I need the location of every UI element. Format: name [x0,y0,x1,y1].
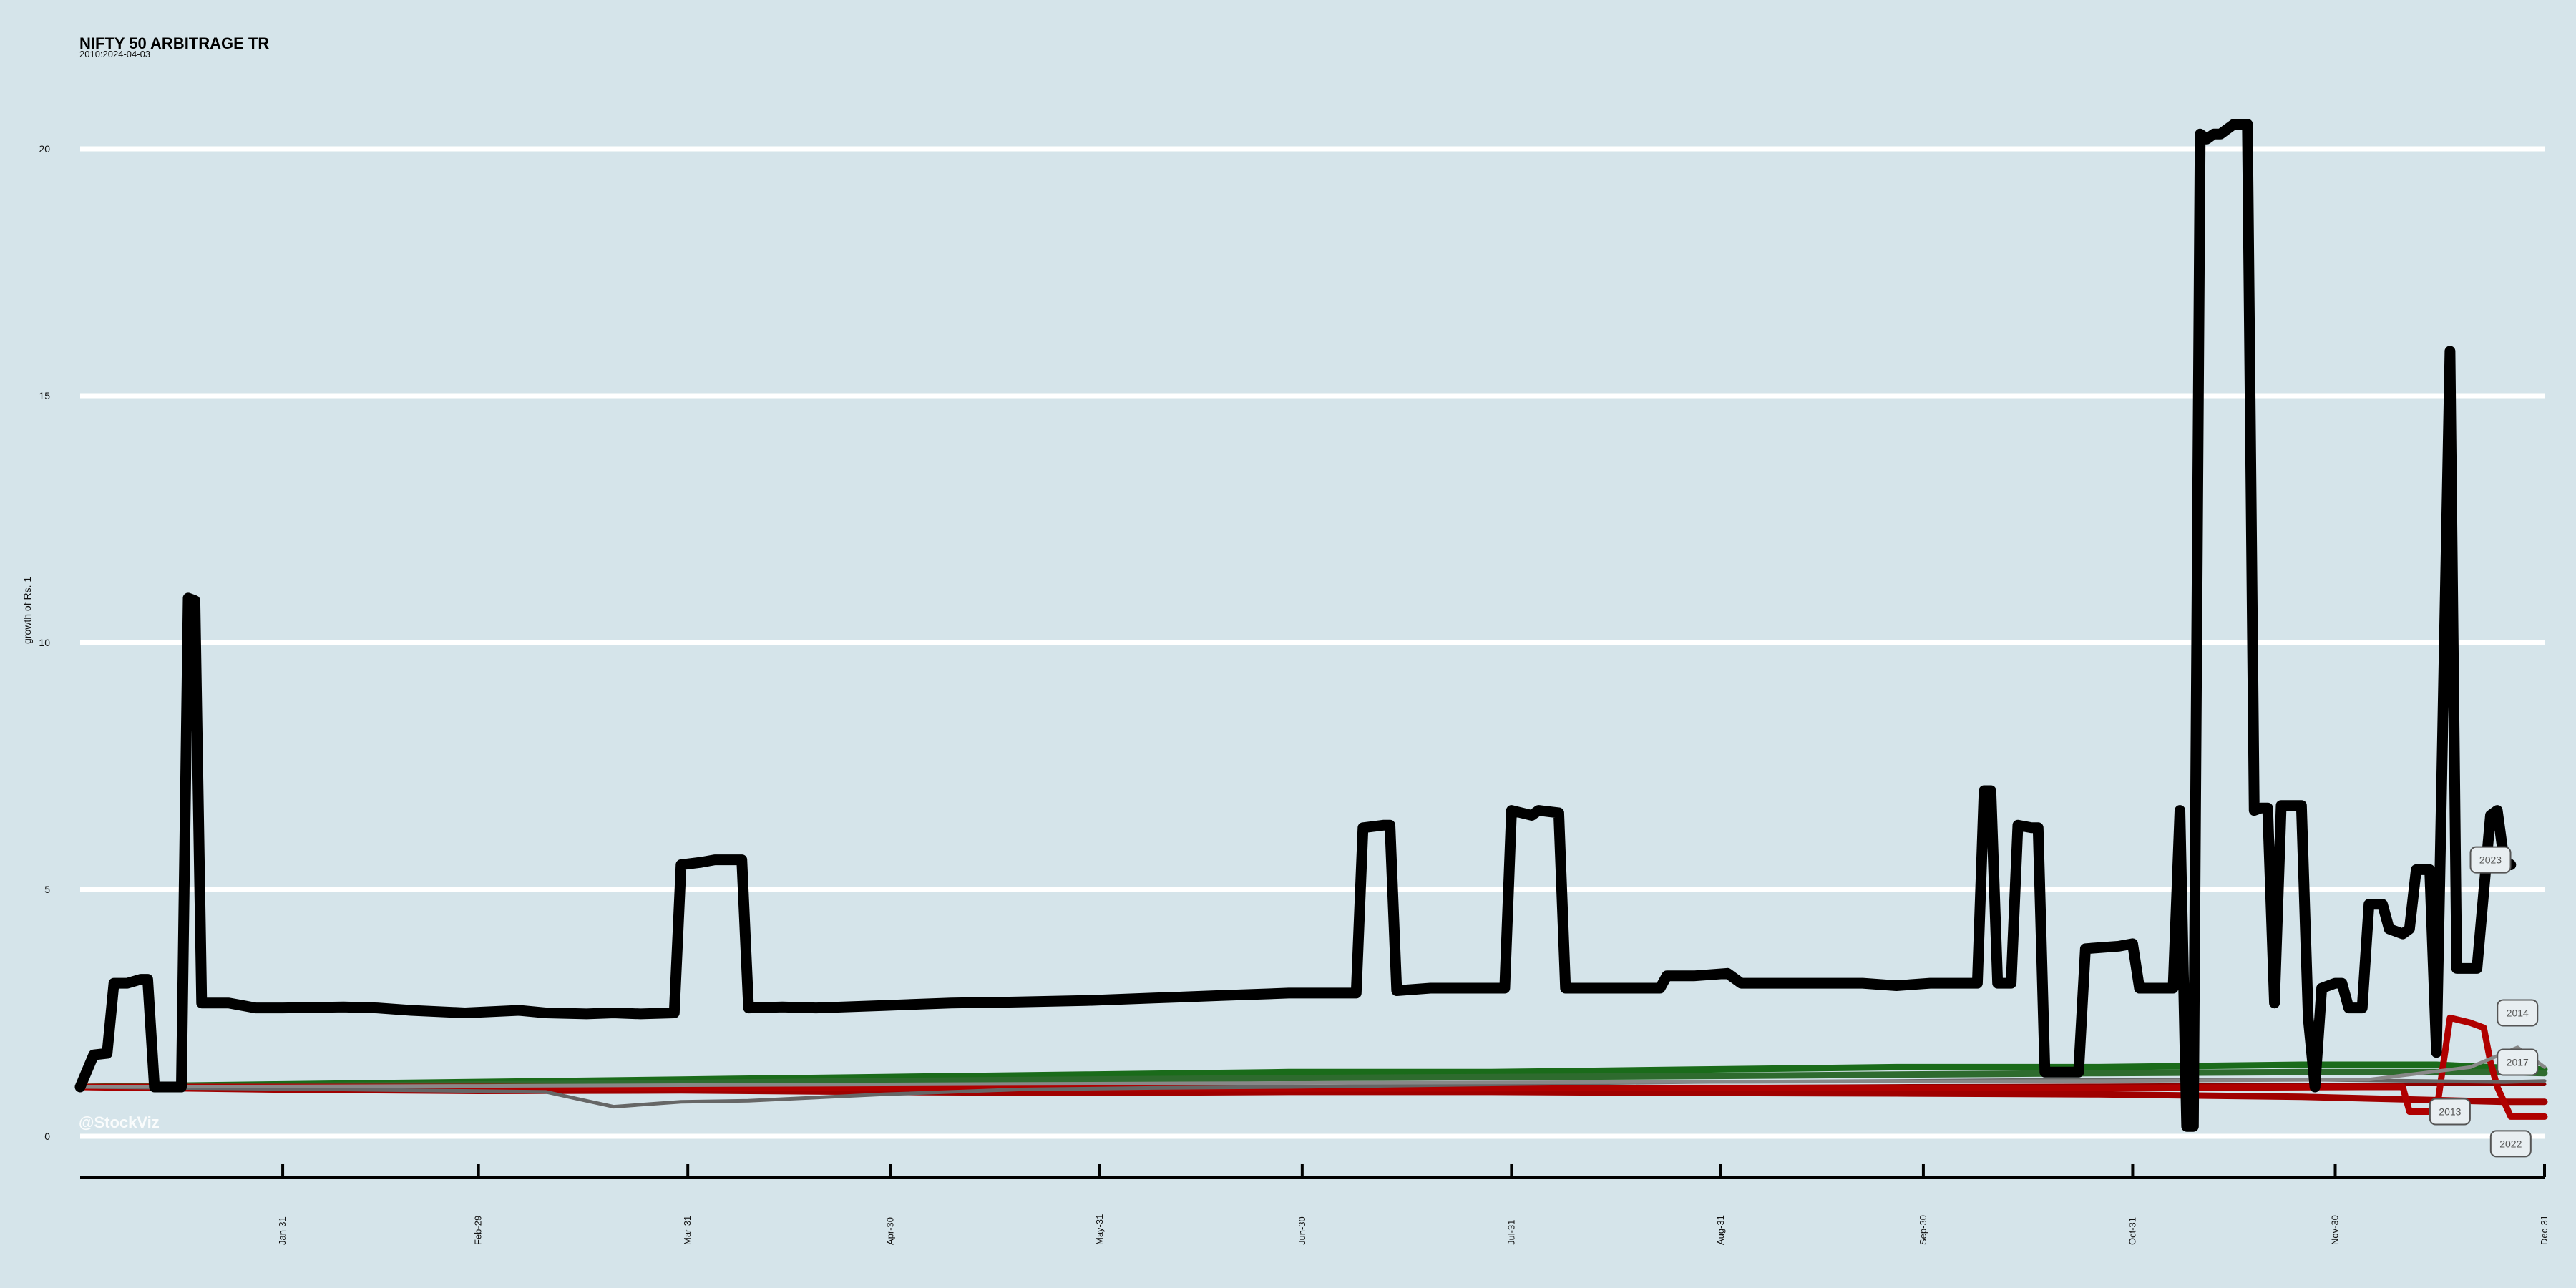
x-tick-label: Feb-29 [473,1216,484,1245]
x-tick-label: Aug-31 [1715,1215,1726,1245]
end-label-text: 2014 [2507,1008,2529,1019]
end-label-box [2497,999,2539,1027]
end-label-box [2497,1048,2539,1076]
x-tick-label: Mar-31 [682,1216,693,1245]
end-label-box [2429,1098,2471,1126]
y-tick-label: 15 [39,390,50,401]
x-tick-label: Dec-31 [2539,1215,2550,1245]
end-labels: 2023 2014 2017 2013 2022 [2429,846,2539,1158]
x-tick-label: Jun-30 [1297,1216,1307,1245]
watermark: @StockViz [79,1113,160,1131]
end-label-text: 2022 [2499,1138,2522,1149]
x-tick-label: May-31 [1094,1214,1105,1245]
end-label-box [2489,1130,2532,1158]
y-axis-ticks: 0 5 10 15 20 [39,143,50,1142]
x-axis: Jan-31 Feb-29 Mar-31 Apr-30 May-31 Jun-30 Jul-… [80,1164,2550,1245]
end-label-text: 2023 [2479,854,2502,866]
y-tick-label: 20 [39,143,50,155]
series-line [78,1045,2547,1089]
x-tick-label: Jul-31 [1506,1220,1516,1245]
y-tick-label: 0 [44,1131,50,1142]
x-tick-label: Apr-30 [884,1217,895,1245]
grid-lines [80,146,2545,1139]
x-tick-label: Oct-31 [2127,1217,2137,1245]
end-label-text: 2013 [2439,1106,2461,1118]
chart-subtitle: 2010:2024-04-03 [79,49,151,59]
series-group [74,119,2548,1132]
y-tick-label: 10 [39,637,50,648]
end-label-box [2469,846,2512,874]
y-tick-label: 5 [44,884,50,895]
chart-title: NIFTY 50 ARBITRAGE TR [79,34,270,52]
x-tick-label: Nov-30 [2329,1215,2340,1245]
end-label-text: 2017 [2507,1057,2529,1068]
x-tick-label: Sep-30 [1918,1215,1928,1245]
x-tick-label: Jan-31 [277,1216,288,1245]
series-line [74,119,2517,1132]
